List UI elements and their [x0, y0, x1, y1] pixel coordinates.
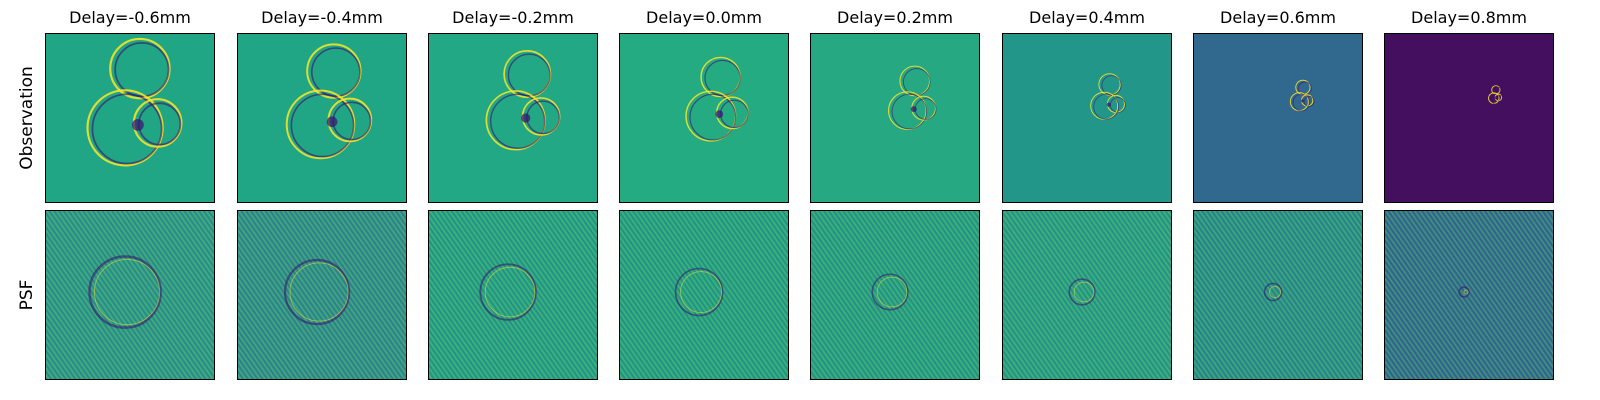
psf-panel [237, 210, 407, 380]
column-title: Delay=0.4mm [1029, 8, 1145, 27]
observation-panel [1002, 33, 1172, 203]
observation-image [811, 34, 979, 202]
psf-image [1385, 211, 1553, 379]
observation-panel [45, 33, 215, 203]
psf-panel [1384, 210, 1554, 380]
column-title: Delay=-0.6mm [69, 8, 191, 27]
psf-panel [810, 210, 980, 380]
row-label-observation: Observation [17, 66, 37, 170]
observation-image [1194, 34, 1362, 202]
column-title: Delay=0.6mm [1220, 8, 1336, 27]
observation-panel [1384, 33, 1554, 203]
observation-panel [1193, 33, 1363, 203]
column-title: Delay=0.2mm [837, 8, 953, 27]
column-title: Delay=-0.2mm [452, 8, 574, 27]
psf-panel [619, 210, 789, 380]
observation-panel [810, 33, 980, 203]
observation-image [1003, 34, 1171, 202]
psf-panel [1002, 210, 1172, 380]
column-title: Delay=0.0mm [646, 8, 762, 27]
row-label-psf: PSF [17, 279, 37, 311]
observation-image [1385, 34, 1553, 202]
observation-image [620, 34, 788, 202]
observation-image [238, 34, 406, 202]
psf-image [620, 211, 788, 379]
psf-image [1003, 211, 1171, 379]
column-title: Delay=-0.4mm [261, 8, 383, 27]
observation-panel [428, 33, 598, 203]
psf-image [811, 211, 979, 379]
column-title: Delay=0.8mm [1411, 8, 1527, 27]
psf-panel [45, 210, 215, 380]
psf-panel [1193, 210, 1363, 380]
observation-panel [237, 33, 407, 203]
observation-panel [619, 33, 789, 203]
psf-image [46, 211, 214, 379]
psf-panel [428, 210, 598, 380]
psf-image [1194, 211, 1362, 379]
psf-image [429, 211, 597, 379]
observation-image [429, 34, 597, 202]
psf-image [238, 211, 406, 379]
observation-image [46, 34, 214, 202]
